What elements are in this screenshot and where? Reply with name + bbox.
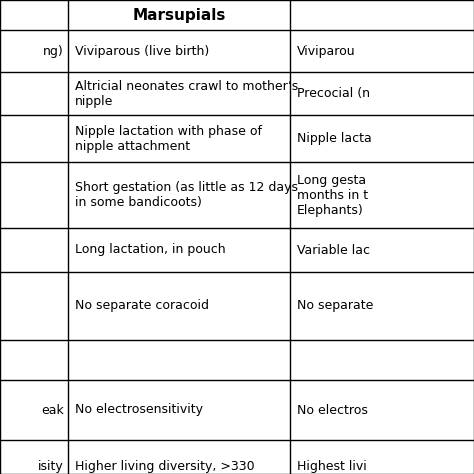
Text: eak: eak [41,403,64,417]
Text: No electrosensitivity: No electrosensitivity [75,403,203,417]
Text: Viviparous (live birth): Viviparous (live birth) [75,45,209,57]
Text: Altricial neonates crawl to mother’s
nipple: Altricial neonates crawl to mother’s nip… [75,80,298,108]
Text: Nipple lacta: Nipple lacta [297,132,372,145]
Text: No separate: No separate [297,300,374,312]
Text: isity
d 4: isity d 4 [38,460,64,474]
Text: No separate coracoid: No separate coracoid [75,300,209,312]
Text: No electros: No electros [297,403,368,417]
Text: ng): ng) [43,45,64,57]
Text: Nipple lactation with phase of
nipple attachment: Nipple lactation with phase of nipple at… [75,125,262,153]
Text: Variable lac: Variable lac [297,244,370,256]
Text: Short gestation (as little as 12 days
in some bandicoots): Short gestation (as little as 12 days in… [75,181,298,209]
Text: Long lactation, in pouch: Long lactation, in pouch [75,244,226,256]
Text: Marsupials: Marsupials [132,8,226,22]
Text: Higher living diversity, >330
described species: Higher living diversity, >330 described … [75,460,255,474]
Text: Precocial (n: Precocial (n [297,87,370,100]
Text: Viviparou: Viviparou [297,45,356,57]
Text: Highest livi
described s: Highest livi described s [297,460,369,474]
Text: Long gesta
months in t
Elephants): Long gesta months in t Elephants) [297,173,368,217]
